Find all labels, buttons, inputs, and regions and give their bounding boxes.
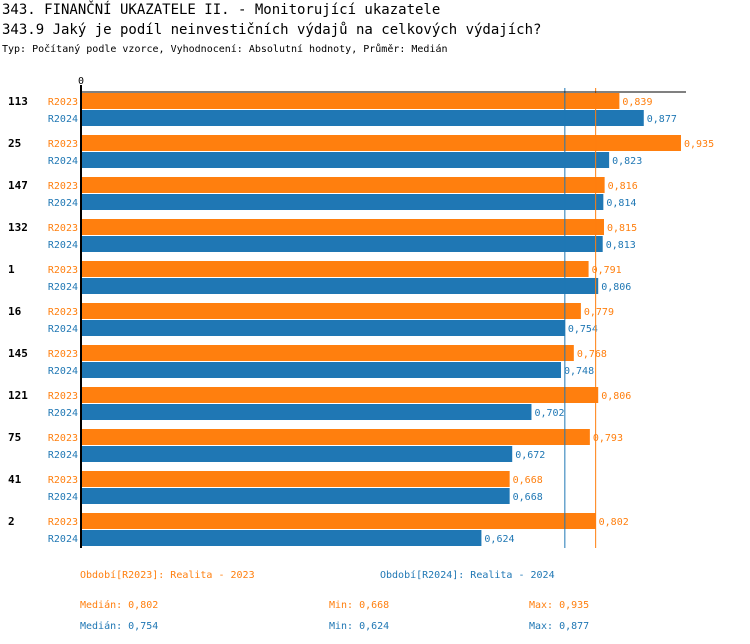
chart-info: Typ: Počítaný podle vzorce, Vyhodnocení:… xyxy=(2,44,448,55)
data-label: 0,806 xyxy=(601,391,631,402)
category-label: 113 xyxy=(8,95,28,108)
series-label: R2024 xyxy=(48,450,78,461)
median-r2023: Medián: 0,802 xyxy=(80,600,159,611)
series-label: R2023 xyxy=(48,223,78,234)
min-r2024: Min: 0,624 xyxy=(329,621,390,632)
data-label: 0,806 xyxy=(601,282,631,293)
data-label: 0,839 xyxy=(622,97,652,108)
bar-r2024 xyxy=(81,152,610,168)
bar-r2024 xyxy=(81,278,599,294)
category-label: 25 xyxy=(8,137,21,150)
series-label: R2023 xyxy=(48,97,78,108)
series-label: R2024 xyxy=(48,282,78,293)
series-label: R2023 xyxy=(48,517,78,528)
data-label: 0,791 xyxy=(592,265,622,276)
bar-r2024 xyxy=(81,320,565,336)
data-label: 0,813 xyxy=(606,240,636,251)
data-label: 0,768 xyxy=(577,349,607,360)
data-label: 0,814 xyxy=(606,198,636,209)
bar-r2024 xyxy=(81,110,644,126)
bar-r2023 xyxy=(81,513,596,529)
series-label: R2024 xyxy=(48,366,78,377)
bar-r2024 xyxy=(81,362,561,378)
max-r2023: Max: 0,935 xyxy=(529,600,590,611)
category-label: 147 xyxy=(8,179,28,192)
data-label: 0,779 xyxy=(584,307,614,318)
series-label: R2024 xyxy=(48,324,78,335)
bar-r2023 xyxy=(81,429,590,445)
series-label: R2023 xyxy=(48,391,78,402)
page-title: 343. FINANČNÍ UKAZATELE II. - Monitorují… xyxy=(2,2,441,18)
data-label: 0,668 xyxy=(513,475,543,486)
min-r2023: Min: 0,668 xyxy=(329,600,390,611)
data-label: 0,815 xyxy=(607,223,637,234)
bar-r2024 xyxy=(81,236,603,252)
bar-r2023 xyxy=(81,303,581,319)
bar-r2023 xyxy=(81,471,510,487)
category-label: 75 xyxy=(8,431,21,444)
bar-r2024 xyxy=(81,530,482,546)
data-label: 0,668 xyxy=(513,492,543,503)
bar-r2023 xyxy=(81,177,605,193)
series-label: R2024 xyxy=(48,240,78,251)
bar-r2023 xyxy=(81,261,589,277)
category-label: 1 xyxy=(8,263,15,276)
data-label: 0,702 xyxy=(534,408,564,419)
category-label: 16 xyxy=(8,305,22,318)
category-label: 145 xyxy=(8,347,28,360)
bar-r2023 xyxy=(81,387,599,403)
data-label: 0,624 xyxy=(484,534,514,545)
bar-r2024 xyxy=(81,488,510,504)
series-label: R2024 xyxy=(48,198,78,209)
question-title: 343.9 Jaký je podíl neinvestičních výdaj… xyxy=(2,22,542,38)
bar-r2023 xyxy=(81,345,574,361)
bar-r2023 xyxy=(81,93,620,109)
category-label: 121 xyxy=(8,389,28,402)
data-label: 0,802 xyxy=(599,517,629,528)
data-label: 0,935 xyxy=(684,139,714,150)
data-label: 0,748 xyxy=(564,366,594,377)
data-label: 0,877 xyxy=(647,114,677,125)
series-label: R2024 xyxy=(48,156,78,167)
data-label: 0,816 xyxy=(608,181,638,192)
bar-r2024 xyxy=(81,194,604,210)
data-label: 0,672 xyxy=(515,450,545,461)
legend-r2024: Období[R2024]: Realita - 2024 xyxy=(380,570,555,581)
data-label: 0,793 xyxy=(593,433,623,444)
data-label: 0,823 xyxy=(612,156,642,167)
series-label: R2024 xyxy=(48,492,78,503)
axis-tick-label: 0 xyxy=(78,76,84,87)
series-label: R2023 xyxy=(48,307,78,318)
bar-r2024 xyxy=(81,446,513,462)
series-label: R2024 xyxy=(48,114,78,125)
series-label: R2023 xyxy=(48,475,78,486)
series-label: R2023 xyxy=(48,181,78,192)
bar-r2023 xyxy=(81,135,681,151)
series-label: R2023 xyxy=(48,433,78,444)
category-label: 2 xyxy=(8,515,15,528)
bar-r2023 xyxy=(81,219,604,235)
median-r2024: Medián: 0,754 xyxy=(80,621,159,632)
series-label: R2024 xyxy=(48,408,78,419)
series-label: R2024 xyxy=(48,534,78,545)
bar-chart: 113 R2023 0,839 R2024 0,877 25 R2023 0,935 R2024… xyxy=(8,76,714,548)
max-r2024: Max: 0,877 xyxy=(529,621,590,632)
series-label: R2023 xyxy=(48,349,78,360)
category-label: 132 xyxy=(8,221,28,234)
data-label: 0,754 xyxy=(568,324,598,335)
series-label: R2023 xyxy=(48,139,78,150)
legend-r2023: Období[R2023]: Realita - 2023 xyxy=(80,570,255,581)
bar-r2024 xyxy=(81,404,532,420)
series-label: R2023 xyxy=(48,265,78,276)
category-label: 41 xyxy=(8,473,22,486)
